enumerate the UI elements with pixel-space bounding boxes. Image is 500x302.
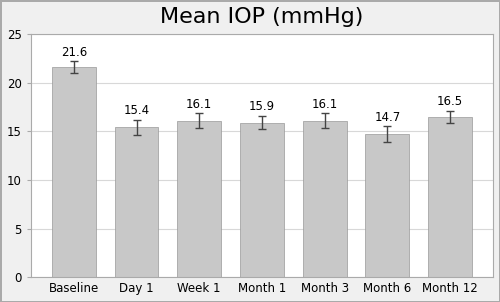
Bar — [366, 134, 410, 277]
Bar — [240, 123, 284, 277]
Bar — [302, 120, 346, 277]
Title: Mean IOP (mmHg): Mean IOP (mmHg) — [160, 7, 364, 27]
Text: 15.9: 15.9 — [249, 100, 275, 113]
Bar — [428, 117, 472, 277]
Text: 14.7: 14.7 — [374, 111, 400, 124]
Text: 16.1: 16.1 — [186, 98, 212, 111]
Text: 16.5: 16.5 — [437, 95, 463, 108]
Text: 15.4: 15.4 — [124, 104, 150, 117]
Bar — [178, 120, 221, 277]
Text: 21.6: 21.6 — [60, 46, 87, 59]
Bar — [114, 127, 158, 277]
Bar — [52, 67, 96, 277]
Text: 16.1: 16.1 — [312, 98, 338, 111]
